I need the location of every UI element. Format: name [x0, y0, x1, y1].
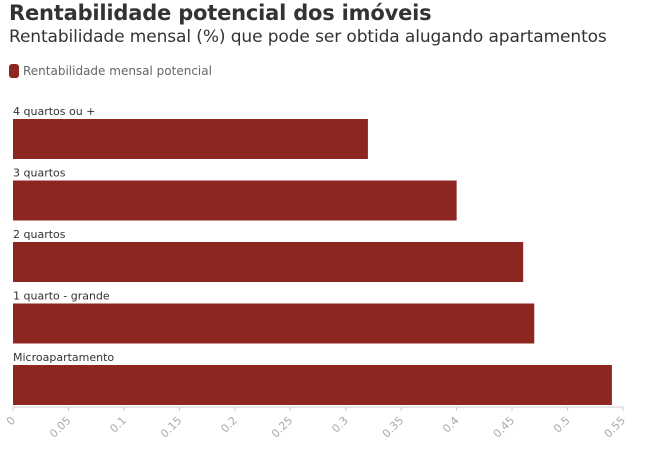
category-label-3-quartos: 3 quartos	[13, 167, 66, 180]
x-tick-label: 0.3	[329, 414, 351, 436]
bar-microapartamento[interactable]	[13, 365, 612, 405]
category-label-1-quarto-grande: 1 quarto - grande	[13, 290, 110, 303]
x-tick-label: 0	[4, 414, 18, 428]
x-tick-label: 0.25	[269, 414, 296, 441]
x-tick-label: 0.5	[551, 414, 573, 436]
x-tick-label: 0.35	[380, 414, 407, 441]
category-label-microapartamento: Microapartamento	[13, 351, 114, 364]
x-tick-label: 0.2	[218, 414, 240, 436]
x-tick-label: 0.15	[158, 414, 185, 441]
bar-1-quarto-grande[interactable]	[13, 303, 535, 344]
chart-title: Rentabilidade potencial dos imóveis	[9, 1, 432, 25]
x-tick-label: 0.55	[602, 414, 629, 441]
x-tick-label: 0.1	[107, 414, 129, 436]
chart-subtitle: Rentabilidade mensal (%) que pode ser ob…	[9, 27, 607, 47]
x-tick-label: 0.4	[440, 414, 462, 436]
bar-2-quartos[interactable]	[13, 242, 524, 282]
legend[interactable]: Rentabilidade mensal potencial	[9, 64, 212, 78]
x-tick-label: 0.05	[47, 414, 74, 441]
category-label-4-quartos-ou: 4 quartos ou +	[13, 105, 95, 118]
x-tick-label: 0.45	[491, 414, 518, 441]
legend-label: Rentabilidade mensal potencial	[23, 64, 212, 78]
legend-swatch	[9, 64, 19, 78]
bar-3-quartos[interactable]	[13, 180, 457, 221]
category-label-2-quartos: 2 quartos	[13, 228, 66, 241]
bar-4-quartos-ou[interactable]	[13, 119, 368, 159]
